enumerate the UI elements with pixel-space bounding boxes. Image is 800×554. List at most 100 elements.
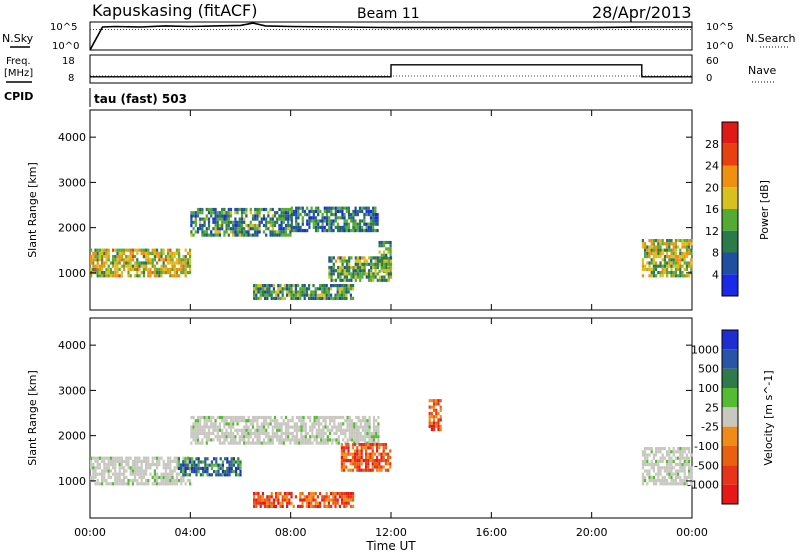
data-cell <box>207 438 211 442</box>
data-cell <box>290 287 293 291</box>
data-cell <box>92 258 95 262</box>
data-cell <box>175 456 178 460</box>
data-cell <box>308 284 311 288</box>
data-cell <box>258 435 261 439</box>
data-cell <box>387 468 390 472</box>
data-cell <box>299 225 302 229</box>
colorbar-tick-label: 500 <box>698 363 719 376</box>
data-cell <box>650 258 653 262</box>
data-cell <box>167 255 170 259</box>
data-cell <box>330 209 333 213</box>
data-cell <box>306 415 310 420</box>
data-cell <box>134 463 137 467</box>
data-cell <box>273 425 277 429</box>
data-cell <box>247 441 250 445</box>
data-cell <box>360 455 363 459</box>
data-cell <box>652 466 655 470</box>
data-cell <box>258 220 261 224</box>
data-cell <box>330 287 333 291</box>
data-cell <box>350 435 354 439</box>
data-cell <box>359 269 362 273</box>
data-cell <box>320 428 323 432</box>
data-cell <box>273 415 277 420</box>
data-cell <box>217 473 220 477</box>
data-cell <box>316 287 319 291</box>
data-cell <box>389 449 392 453</box>
data-cell <box>646 248 649 252</box>
data-cell <box>212 431 215 436</box>
data-cell <box>182 466 185 470</box>
data-cell <box>334 219 337 223</box>
data-cell <box>217 466 220 470</box>
colorbar-tick-label: 1000 <box>691 343 719 356</box>
data-cell <box>277 290 280 294</box>
data-cell <box>674 271 677 275</box>
data-cell <box>182 460 185 464</box>
data-cell <box>670 456 673 460</box>
data-cell <box>275 498 278 502</box>
data-cell <box>306 213 309 217</box>
data-cell <box>657 251 660 255</box>
data-cell <box>428 418 431 422</box>
data-cell <box>194 419 197 423</box>
data-cell <box>295 225 298 229</box>
data-cell <box>180 479 183 483</box>
data-cell <box>158 482 161 486</box>
data-cell <box>343 216 346 220</box>
data-cell <box>646 463 649 467</box>
data-cell <box>189 267 192 271</box>
data-cell <box>236 220 239 224</box>
data-cell <box>184 470 187 474</box>
data-cell <box>299 287 302 291</box>
data-cell <box>127 255 130 259</box>
data-cell <box>272 504 275 508</box>
data-cell <box>336 498 339 502</box>
data-cell <box>343 293 346 297</box>
data-cell <box>343 495 346 499</box>
data-cell <box>663 466 666 470</box>
data-cell <box>245 431 248 436</box>
data-cell <box>330 259 333 263</box>
data-cell <box>145 261 148 265</box>
data-cell <box>655 450 658 454</box>
data-cell <box>668 450 671 454</box>
data-cell <box>345 275 349 279</box>
data-cell <box>151 248 154 252</box>
data-cell <box>304 438 307 442</box>
data-cell <box>169 248 172 252</box>
data-cell <box>321 293 324 297</box>
data-cell <box>210 463 213 467</box>
data-cell <box>354 259 357 263</box>
data-cell <box>276 233 279 237</box>
data-cell <box>270 504 273 508</box>
data-cell <box>324 431 327 436</box>
data-cell <box>255 293 258 297</box>
data-cell <box>327 504 330 508</box>
data-cell <box>655 255 658 259</box>
data-cell <box>259 504 262 508</box>
data-cell <box>295 206 298 210</box>
data-cell <box>234 230 237 234</box>
data-cell <box>92 264 95 268</box>
data-cell <box>383 262 386 266</box>
data-cell <box>666 239 669 243</box>
cpid-text: tau (fast) 503 <box>94 92 187 106</box>
data-cell <box>107 251 110 255</box>
data-cell <box>256 428 259 432</box>
data-cell <box>171 469 174 473</box>
data-cell <box>308 225 311 229</box>
data-cell <box>221 220 224 224</box>
data-cell <box>659 242 662 246</box>
data-cell <box>240 438 244 442</box>
data-cell <box>262 217 266 221</box>
data-cell <box>319 284 322 288</box>
data-cell <box>94 456 97 460</box>
data-cell <box>641 242 644 246</box>
data-cell <box>286 293 289 297</box>
data-cell <box>290 492 293 496</box>
data-cell <box>433 415 436 419</box>
data-cell <box>337 415 340 420</box>
data-cell <box>688 456 691 460</box>
data-cell <box>140 251 143 255</box>
data-cell <box>194 438 197 442</box>
